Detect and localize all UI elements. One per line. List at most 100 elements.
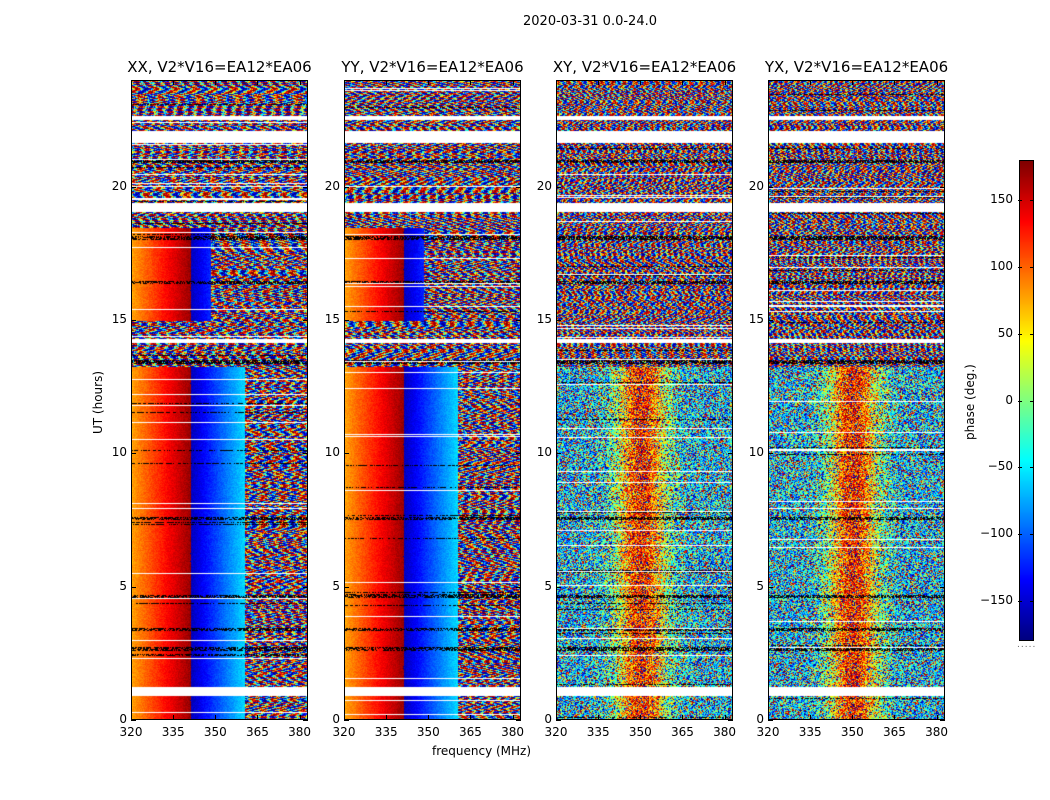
x-tick-mark-top [936, 80, 938, 85]
y-tick-mark [768, 320, 773, 321]
y-tick-mark-right [303, 186, 308, 188]
x-tick-mark-top [131, 80, 132, 85]
x-tick-label: 350 [203, 725, 227, 739]
heatmap-panel [344, 80, 521, 720]
x-tick-mark [215, 715, 217, 720]
y-tick-mark-right [303, 586, 308, 588]
heatmap-image [557, 81, 732, 719]
colorbar-footer: ..... [1017, 640, 1037, 650]
y-tick-label: 0 [756, 712, 764, 726]
y-tick-label: 0 [119, 712, 127, 726]
y-tick-mark-right [940, 186, 945, 188]
x-tick-mark-top [173, 80, 175, 85]
x-tick-mark [640, 715, 642, 720]
heatmap-image [132, 81, 307, 719]
x-tick-label: 335 [798, 725, 822, 739]
x-tick-mark-top [598, 80, 600, 85]
heatmap-panel [556, 80, 733, 720]
colorbar-tick-mark-right [1030, 467, 1034, 469]
x-tick-mark-top [386, 80, 388, 85]
x-tick-label: 365 [458, 725, 482, 739]
colorbar-tick-mark-right [1030, 534, 1034, 536]
colorbar-tick-mark [1018, 333, 1022, 335]
x-tick-label: 335 [586, 725, 610, 739]
colorbar-tick-mark [1018, 400, 1022, 402]
x-tick-mark [598, 715, 600, 720]
y-tick-mark-right [303, 720, 308, 721]
y-tick-label: 15 [536, 312, 552, 326]
y-tick-mark [768, 720, 773, 721]
y-tick-mark [768, 453, 773, 455]
y-tick-mark-right [303, 453, 308, 455]
x-tick-mark [682, 715, 684, 720]
x-tick-label: 365 [882, 725, 906, 739]
x-tick-label: 320 [332, 725, 356, 739]
x-tick-mark-top [852, 80, 854, 85]
y-tick-mark [131, 720, 136, 721]
colorbar-tick-mark-right [1030, 600, 1034, 602]
x-tick-mark-top [894, 80, 896, 85]
y-tick-label: 20 [536, 178, 552, 193]
x-tick-label: 380 [501, 725, 525, 739]
y-tick-label: 20 [324, 178, 340, 193]
y-tick-label: 10 [748, 445, 764, 460]
panel-title: YY, V2*V16=EA12*EA06 [341, 58, 524, 76]
y-tick-mark [768, 186, 773, 188]
x-tick-mark-top [810, 80, 812, 85]
x-tick-mark [173, 715, 175, 720]
y-tick-label: 10 [536, 445, 552, 460]
colorbar-tick-label: −50 [987, 459, 1013, 474]
x-tick-mark-top [344, 80, 345, 85]
x-tick-mark [257, 715, 259, 720]
x-tick-mark [768, 715, 769, 720]
x-tick-mark-top [428, 80, 430, 85]
y-tick-mark-right [516, 453, 521, 455]
x-tick-mark-top [299, 80, 301, 85]
y-tick-mark [344, 453, 349, 455]
heatmap-panel [768, 80, 945, 720]
x-tick-mark-top [556, 80, 557, 85]
colorbar-tick-mark-right [1030, 400, 1034, 402]
y-tick-mark [131, 320, 136, 321]
y-tick-mark [344, 186, 349, 188]
panel-title: YX, V2*V16=EA12*EA06 [764, 58, 949, 76]
y-tick-mark [556, 186, 561, 188]
y-tick-mark-right [516, 186, 521, 188]
y-tick-mark [556, 453, 561, 455]
colorbar-tick-mark [1018, 266, 1022, 268]
y-tick-mark [556, 720, 561, 721]
figure-title: 2020-03-31 0.0-24.0 [523, 14, 657, 29]
x-tick-mark-top [768, 80, 769, 85]
y-tick-mark [344, 720, 349, 721]
x-tick-mark-top [682, 80, 684, 85]
x-tick-mark-top [512, 80, 514, 85]
x-tick-label: 380 [288, 725, 312, 739]
y-tick-label: 5 [544, 578, 552, 593]
x-tick-label: 350 [628, 725, 652, 739]
colorbar-tick-mark-right [1030, 266, 1034, 268]
x-axis-label: frequency (MHz) [432, 744, 532, 758]
y-tick-mark [344, 586, 349, 588]
y-tick-mark-right [940, 320, 945, 321]
x-tick-mark [386, 715, 388, 720]
x-tick-mark [724, 715, 726, 720]
x-tick-label: 365 [670, 725, 694, 739]
y-tick-mark-right [940, 453, 945, 455]
y-tick-mark [556, 586, 561, 588]
y-tick-label: 15 [748, 312, 764, 326]
y-tick-mark [131, 453, 136, 455]
x-tick-mark-top [724, 80, 726, 85]
x-tick-mark [512, 715, 514, 720]
x-tick-mark [852, 715, 854, 720]
colorbar-tick-mark [1018, 200, 1022, 202]
y-tick-label: 5 [332, 578, 340, 593]
x-tick-mark [470, 715, 472, 720]
panel-title: XY, V2*V16=EA12*EA06 [552, 58, 737, 76]
x-tick-label: 320 [756, 725, 780, 739]
x-tick-mark [344, 715, 345, 720]
y-tick-mark-right [728, 186, 733, 188]
colorbar-tick-label: 0 [1005, 392, 1013, 407]
y-tick-mark-right [940, 720, 945, 721]
x-tick-label: 350 [840, 725, 864, 739]
y-tick-label: 10 [324, 445, 340, 460]
